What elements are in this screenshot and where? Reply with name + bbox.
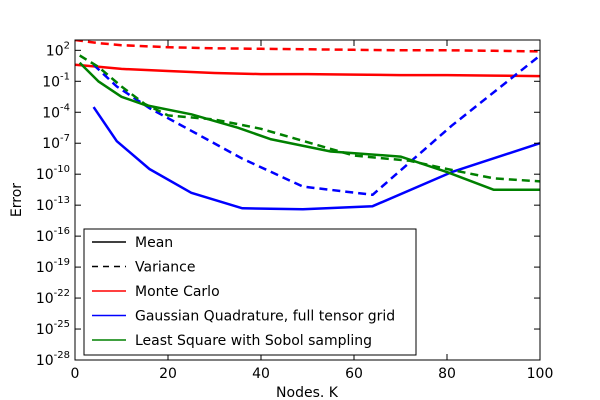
series-line-monte-carlovariance bbox=[75, 40, 540, 53]
tick-layer: 0 20 40 60 80 100 102 10-1 10-4 10-7 10-10 10-13 10-… bbox=[36, 40, 554, 382]
x-tick-label: 60 bbox=[345, 366, 363, 382]
legend-label: Mean bbox=[135, 235, 173, 251]
series-line-gaussian-quadrature-full-tensor-gridvariance bbox=[92, 54, 540, 197]
series-line-monte-carlomean bbox=[75, 63, 540, 78]
y-tick-label: 10-22 bbox=[36, 288, 70, 307]
series-line-gaussian-quadrature-full-tensor-gridmean bbox=[92, 106, 540, 211]
y-tick-label: 10-13 bbox=[36, 195, 70, 214]
legend-label: Variance bbox=[135, 260, 195, 276]
y-tick-label: 10-7 bbox=[42, 133, 70, 152]
x-tick-label: 40 bbox=[252, 366, 270, 382]
legend: Mean Variance Monte Carlo Gaussian Quadratu… bbox=[83, 228, 417, 356]
legend-items: Mean Variance Monte Carlo Gaussian Quadratu… bbox=[92, 235, 395, 349]
x-tick-label: 100 bbox=[527, 366, 554, 382]
series-line-least-square-with-sobol-samplingmean bbox=[78, 61, 540, 191]
legend-frame bbox=[83, 228, 417, 356]
x-axis-label: Nodes. K bbox=[276, 385, 339, 400]
y-tick-label: 10-4 bbox=[42, 102, 70, 121]
y-tick-label: 10-25 bbox=[36, 319, 70, 338]
axes-frame bbox=[74, 39, 541, 361]
y-tick-label: 10-10 bbox=[36, 164, 70, 183]
series-line-least-square-with-sobol-samplingvariance bbox=[79, 54, 540, 183]
series-layer bbox=[75, 40, 540, 211]
legend-label: Least Square with Sobol sampling bbox=[135, 333, 372, 349]
x-tick-label: 80 bbox=[438, 366, 456, 382]
y-tick-label: 102 bbox=[46, 40, 70, 59]
y-axis-label: Error bbox=[9, 183, 25, 217]
y-tick-label: 10-1 bbox=[42, 71, 70, 90]
y-tick-label: 10-19 bbox=[36, 257, 70, 276]
legend-label: Monte Carlo bbox=[135, 284, 220, 300]
legend-label: Gaussian Quadrature, full tensor grid bbox=[135, 309, 395, 325]
x-tick-label: 20 bbox=[159, 366, 177, 382]
x-tick-label: 0 bbox=[71, 366, 80, 382]
y-tick-label: 10-16 bbox=[36, 226, 70, 245]
y-tick-label: 10-28 bbox=[36, 350, 70, 369]
